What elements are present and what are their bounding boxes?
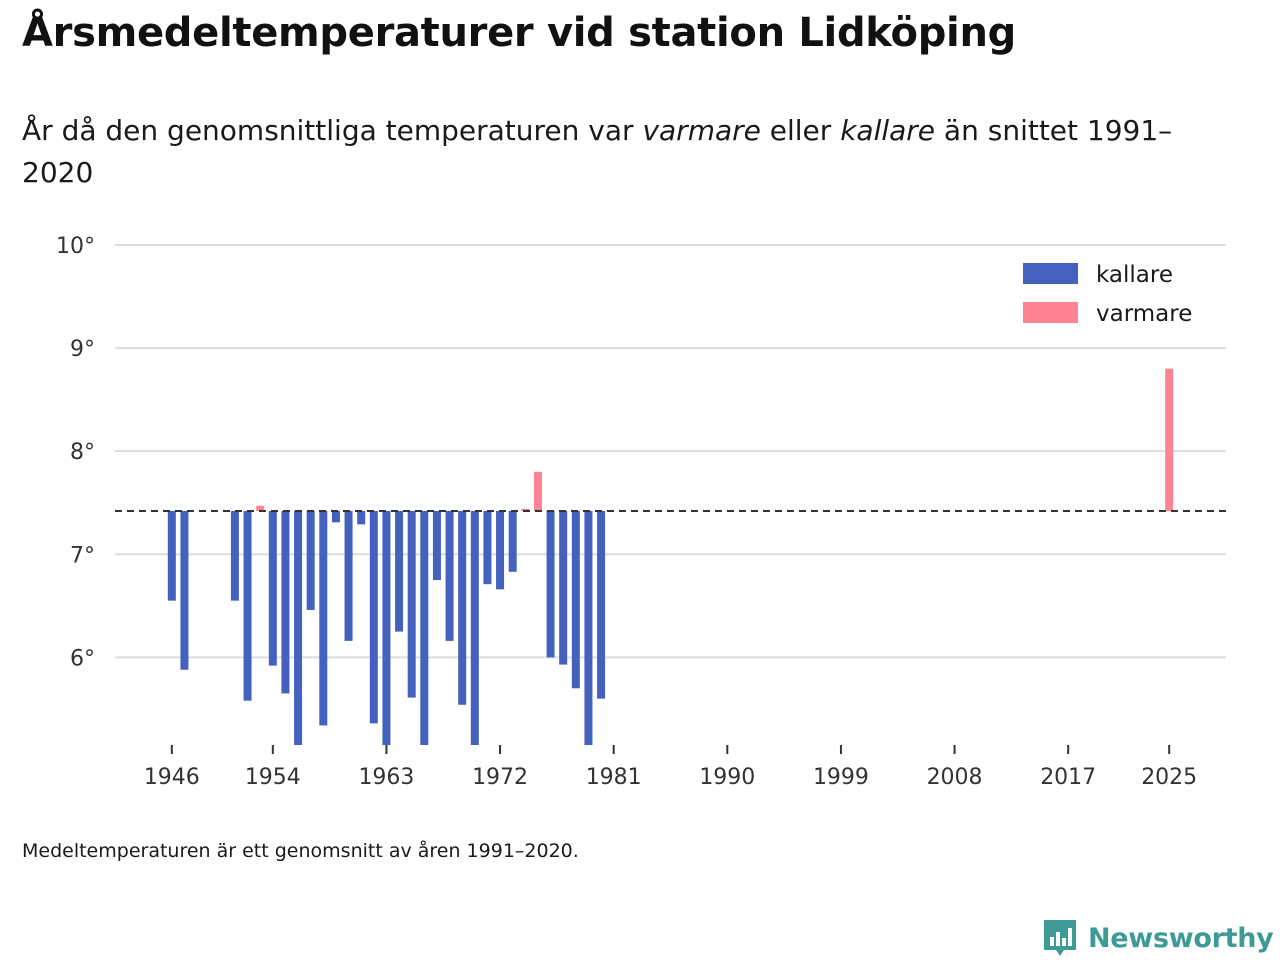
bar-1979 <box>584 510 593 745</box>
bar-1971 <box>483 510 492 585</box>
bar-1964 <box>395 510 404 632</box>
bar-1959 <box>331 510 340 523</box>
bar-1952 <box>243 510 252 701</box>
x-tick-label-1999: 1999 <box>813 765 869 790</box>
bar-2025 <box>1165 368 1174 511</box>
bar-1969 <box>458 510 467 705</box>
bar-1947 <box>180 510 189 670</box>
bar-1978 <box>571 510 580 689</box>
bars <box>167 368 1174 745</box>
bar-1951 <box>230 510 239 601</box>
legend: kallare varmare <box>1023 262 1192 327</box>
bar-1961 <box>357 510 366 525</box>
subtitle-text-2: eller <box>760 114 841 147</box>
x-tick-label-1963: 1963 <box>358 765 414 790</box>
x-tick-label-1990: 1990 <box>699 765 755 790</box>
subtitle-text-3: än snittet 1991–2020 <box>22 114 1173 189</box>
y-tick-label-6: 6° <box>70 646 95 671</box>
bar-1972 <box>496 510 505 590</box>
temperature-bar-chart: 6° 7° 8° 9° 10° 1946 1954 1963 1972 1981 1990 1999… <box>56 234 1226 790</box>
bar-1955 <box>281 510 290 694</box>
bar-1967 <box>432 510 441 581</box>
subtitle-text-1: År då den genomsnittliga temperaturen va… <box>22 114 643 147</box>
chart-title: Årsmedeltemperaturer vid station Lidköpi… <box>22 10 1016 56</box>
newsworthy-logo-icon <box>1044 920 1076 956</box>
bar-1970 <box>470 510 479 745</box>
bar-1966 <box>420 510 429 745</box>
legend-swatch-colder <box>1023 263 1078 284</box>
subtitle-colder-word: kallare <box>840 114 936 147</box>
bar-1968 <box>445 510 454 641</box>
bar-1973 <box>508 510 517 572</box>
x-tick-label-1954: 1954 <box>245 765 301 790</box>
bar-1958 <box>319 510 328 726</box>
subtitle-warmer-word: varmare <box>642 114 761 147</box>
y-axis-labels: 6° 7° 8° 9° 10° <box>56 234 95 671</box>
y-tick-label-7: 7° <box>70 543 95 568</box>
brand-logo[interactable]: Newsworthy <box>1042 916 1274 960</box>
legend-swatch-warmer <box>1023 302 1078 323</box>
legend-label-warmer: varmare <box>1096 301 1192 327</box>
bar-1975 <box>533 471 542 511</box>
bar-1957 <box>306 510 315 610</box>
bar-1976 <box>546 510 555 658</box>
bar-1977 <box>559 510 568 665</box>
bar-1953 <box>256 505 265 511</box>
y-tick-label-10: 10° <box>56 234 95 259</box>
y-tick-label-9: 9° <box>70 337 95 362</box>
bar-1960 <box>344 510 353 641</box>
x-tick-label-1946: 1946 <box>144 765 200 790</box>
brand-name: Newsworthy <box>1088 922 1274 954</box>
x-tick-label-2017: 2017 <box>1040 765 1096 790</box>
bar-1954 <box>268 510 277 666</box>
x-tick-label-1972: 1972 <box>472 765 528 790</box>
bar-1980 <box>597 510 606 699</box>
y-tick-label-8: 8° <box>70 440 95 465</box>
bar-1946 <box>167 510 176 601</box>
x-tick-label-2025: 2025 <box>1141 765 1197 790</box>
legend-label-colder: kallare <box>1096 262 1173 288</box>
bar-1965 <box>407 510 416 698</box>
footnote: Medeltemperaturen är ett genomsnitt av å… <box>22 840 579 862</box>
bar-1962 <box>369 510 378 724</box>
chart-subtitle: År då den genomsnittliga temperaturen va… <box>22 110 1222 194</box>
x-axis: 1946 1954 1963 1972 1981 1990 1999 2008 2017 2025 <box>144 745 1197 790</box>
x-tick-label-1981: 1981 <box>586 765 642 790</box>
bar-1956 <box>294 510 303 745</box>
bar-1974 <box>521 508 530 511</box>
x-tick-label-2008: 2008 <box>927 765 983 790</box>
bar-1963 <box>382 510 391 745</box>
